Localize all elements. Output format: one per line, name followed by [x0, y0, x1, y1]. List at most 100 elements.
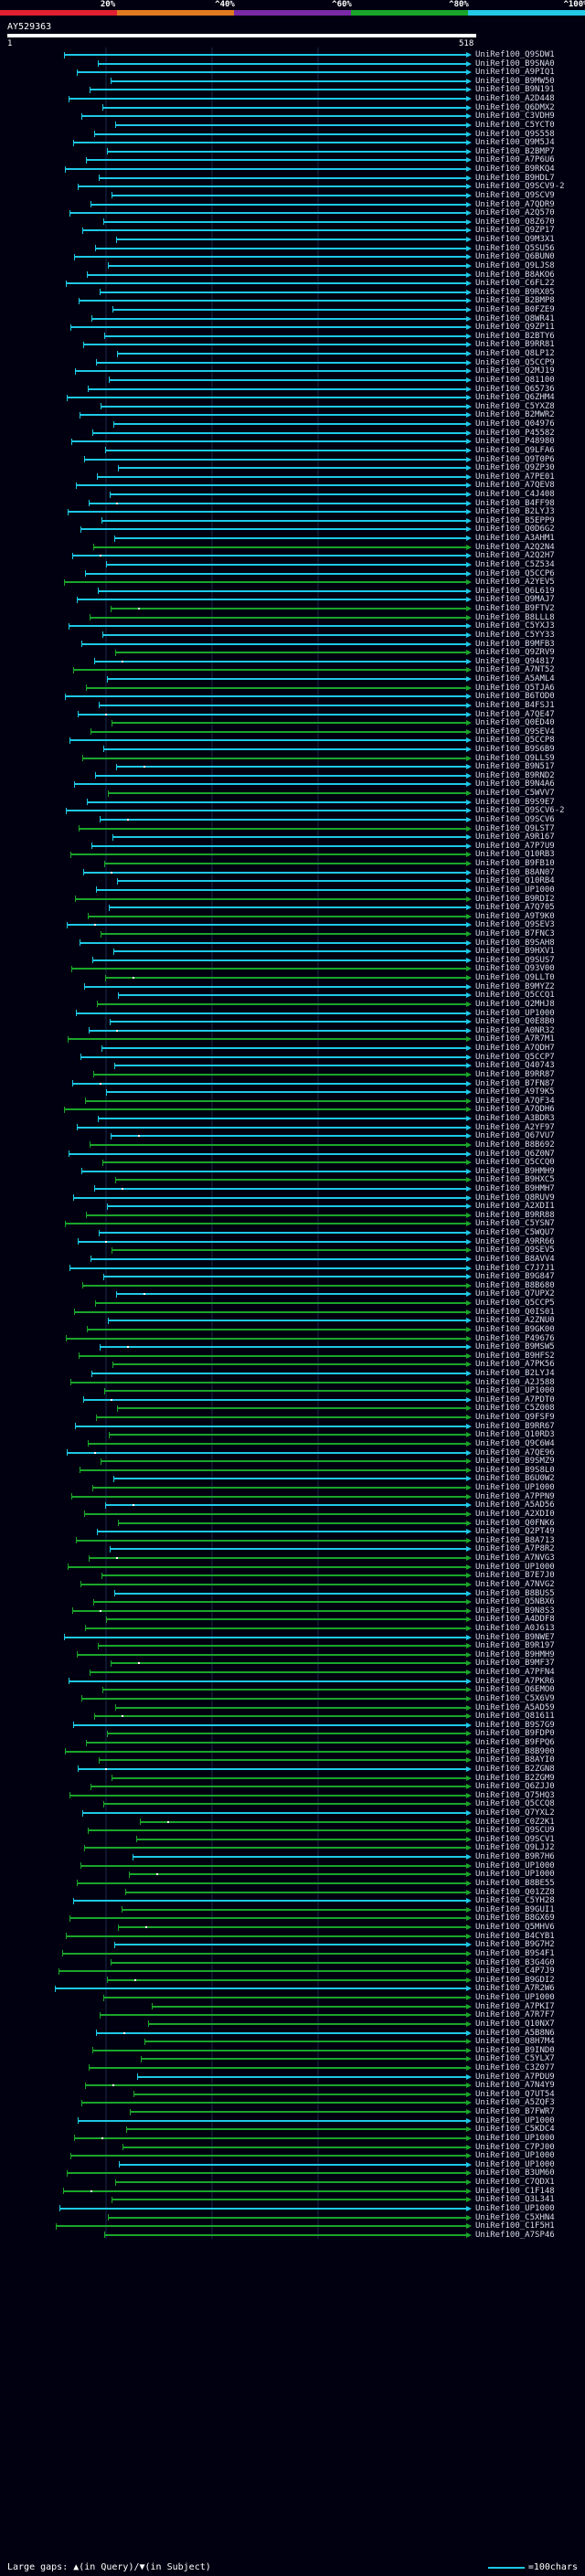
hit-label-link[interactable]: UniRef100_Q2PT49 [475, 1527, 555, 1537]
hit-label-link[interactable]: UniRef100_A5ZQF3 [475, 2098, 555, 2108]
hit-label-link[interactable]: UniRef100_Q9SCV6 [475, 814, 555, 824]
hit-label-link[interactable]: UniRef100_B9HMH7 [475, 1183, 555, 1193]
hit-label-link[interactable]: UniRef100_UP1000 [475, 1860, 555, 1871]
hit-label-link[interactable]: UniRef100_B9SAH8 [475, 938, 555, 948]
hit-bar[interactable] [107, 1978, 468, 1981]
hit-bar[interactable] [75, 1425, 468, 1427]
hit-bar[interactable] [91, 1373, 468, 1374]
hit-bar[interactable] [81, 115, 468, 118]
hit-bar[interactable] [74, 256, 468, 259]
hit-label-link[interactable]: UniRef100_B9MF37 [475, 1659, 555, 1669]
hit-label-link[interactable]: UniRef100_Q9SUS7 [475, 955, 555, 965]
hit-bar[interactable] [117, 880, 468, 883]
hit-bar[interactable] [92, 1487, 468, 1489]
hit-label-link[interactable]: UniRef100_A7P7U9 [475, 841, 555, 851]
hit-bar[interactable] [99, 1759, 468, 1762]
hit-label-link[interactable]: UniRef100_B8AKO6 [475, 270, 555, 280]
hit-label-link[interactable]: UniRef100_B9HXV1 [475, 947, 555, 957]
hit-bar[interactable] [77, 1653, 468, 1656]
hit-label-link[interactable]: UniRef100_B9RR88 [475, 1210, 555, 1220]
hit-bar[interactable] [100, 818, 468, 821]
hit-label-link[interactable]: UniRef100_B9N4A6 [475, 779, 555, 790]
hit-bar[interactable] [90, 1143, 468, 1146]
hit-bar[interactable] [144, 2041, 468, 2043]
hit-bar[interactable] [115, 652, 468, 654]
hit-label-link[interactable]: UniRef100_Q8WR41 [475, 313, 555, 323]
hit-bar[interactable] [97, 1531, 468, 1533]
hit-label-link[interactable]: UniRef100_UP1000 [475, 885, 555, 895]
hit-label-link[interactable]: UniRef100_B9FB10 [475, 859, 555, 869]
hit-label-link[interactable]: UniRef100_Q10RB4 [475, 876, 555, 886]
hit-bar[interactable] [66, 1337, 468, 1340]
hit-label-link[interactable]: UniRef100_Q0E8B0 [475, 1017, 555, 1027]
hit-label-link[interactable]: UniRef100_Q75HQ3 [475, 1790, 555, 1800]
hit-label-link[interactable]: UniRef100_Q5SU56 [475, 243, 555, 253]
hit-bar[interactable] [84, 458, 468, 461]
hit-bar[interactable] [130, 2111, 468, 2114]
hit-bar[interactable] [100, 291, 468, 293]
hit-bar[interactable] [73, 142, 468, 144]
hit-label-link[interactable]: UniRef100_B9IND0 [475, 2045, 555, 2055]
hit-label-link[interactable]: UniRef100_Q93V00 [475, 964, 555, 974]
hit-label-link[interactable]: UniRef100_UP1000 [475, 1008, 555, 1018]
hit-label-link[interactable]: UniRef100_C7J7J1 [475, 1263, 555, 1273]
hit-label-link[interactable]: UniRef100_B9RDI2 [475, 894, 555, 904]
hit-bar[interactable] [105, 977, 468, 980]
hit-label-link[interactable]: UniRef100_Q04976 [475, 419, 555, 429]
hit-bar[interactable] [116, 766, 468, 769]
hit-bar[interactable] [88, 1442, 468, 1445]
hit-bar[interactable] [103, 747, 468, 750]
hit-bar[interactable] [58, 1970, 468, 1973]
hit-bar[interactable] [118, 467, 468, 470]
hit-label-link[interactable]: UniRef100_Q65736 [475, 384, 555, 394]
hit-bar[interactable] [69, 1152, 468, 1155]
hit-label-link[interactable]: UniRef100_A2D448 [475, 94, 555, 104]
hit-bar[interactable] [96, 888, 468, 891]
hit-label-link[interactable]: UniRef100_B2BTY6 [475, 331, 555, 341]
hit-bar[interactable] [75, 897, 468, 900]
hit-bar[interactable] [82, 1812, 468, 1814]
hit-bar[interactable] [102, 1689, 468, 1691]
hit-bar[interactable] [76, 1012, 468, 1014]
hit-label-link[interactable]: UniRef100_B7FWR7 [475, 2107, 555, 2117]
hit-bar[interactable] [76, 484, 468, 487]
hit-bar[interactable] [85, 1099, 468, 1102]
hit-bar[interactable] [101, 405, 468, 408]
hit-bar[interactable] [90, 1671, 468, 1674]
hit-label-link[interactable]: UniRef100_B9RKQ4 [475, 164, 555, 175]
hit-label-link[interactable]: UniRef100_B9HDL7 [475, 173, 555, 183]
hit-bar[interactable] [72, 1082, 468, 1085]
hit-bar[interactable] [68, 1565, 468, 1568]
hit-label-link[interactable]: UniRef100_B9HMH9 [475, 1166, 555, 1176]
hit-label-link[interactable]: UniRef100_Q9ZRV9 [475, 648, 555, 658]
hit-label-link[interactable]: UniRef100_B9HMH9 [475, 1649, 555, 1659]
hit-label-link[interactable]: UniRef100_A5AML4 [475, 674, 555, 684]
hit-bar[interactable] [73, 1196, 468, 1199]
hit-label-link[interactable]: UniRef100_B4FSJ1 [475, 700, 555, 710]
hit-label-link[interactable]: UniRef100_Q6Z0N7 [475, 1149, 555, 1159]
hit-label-link[interactable]: UniRef100_Q8RUV9 [475, 1193, 555, 1203]
hit-label-link[interactable]: UniRef100_C1F5H1 [475, 2221, 555, 2231]
hit-bar[interactable] [98, 1645, 468, 1648]
hit-bar[interactable] [69, 739, 468, 742]
hit-bar[interactable] [112, 722, 468, 725]
hit-label-link[interactable]: UniRef100_A0NR32 [475, 1025, 555, 1035]
hit-label-link[interactable]: UniRef100_Q10RD3 [475, 1430, 555, 1440]
hit-label-link[interactable]: UniRef100_B2LYJ4 [475, 1369, 555, 1378]
hit-bar[interactable] [95, 774, 468, 777]
hit-bar[interactable] [122, 1908, 468, 1911]
hit-bar[interactable] [69, 212, 468, 215]
hit-bar[interactable] [113, 423, 468, 426]
hit-label-link[interactable]: UniRef100_B4FF98 [475, 498, 555, 508]
hit-bar[interactable] [73, 1900, 468, 1903]
hit-bar[interactable] [65, 1750, 468, 1753]
hit-bar[interactable] [104, 1390, 468, 1393]
hit-label-link[interactable]: UniRef100_UP1000 [475, 2133, 555, 2143]
hit-bar[interactable] [98, 62, 468, 65]
hit-bar[interactable] [65, 1223, 468, 1225]
hit-bar[interactable] [76, 1539, 468, 1542]
hit-bar[interactable] [136, 1838, 468, 1840]
hit-bar[interactable] [103, 1803, 468, 1806]
hit-label-link[interactable]: UniRef100_Q6L619 [475, 586, 555, 596]
hit-bar[interactable] [84, 985, 468, 988]
